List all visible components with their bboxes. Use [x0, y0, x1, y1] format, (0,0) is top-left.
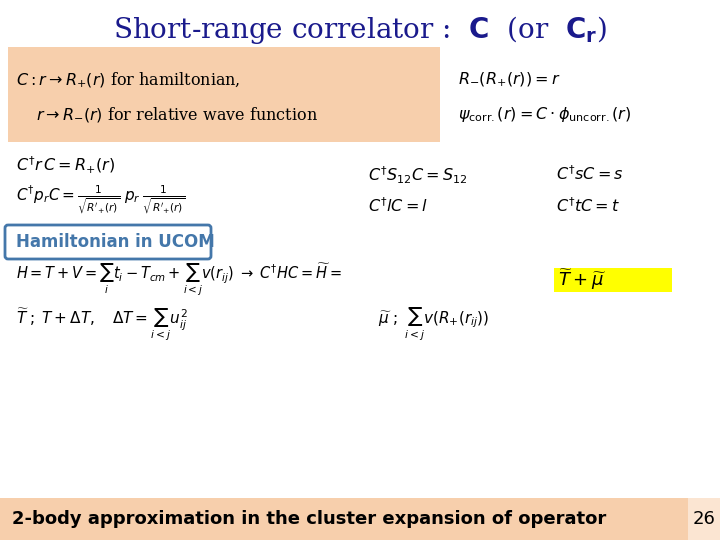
- Text: $\psi_{\rm corr.}(r) = C \cdot \phi_{\rm uncorr.}(r)$: $\psi_{\rm corr.}(r) = C \cdot \phi_{\rm…: [458, 105, 631, 125]
- Bar: [688, 498, 720, 540]
- Text: $C^{\dagger} p_r C = \frac{1}{\sqrt{R'_{+}(r)}} \; p_r \; \frac{1}{\sqrt{R'_{+}(: $C^{\dagger} p_r C = \frac{1}{\sqrt{R'_{…: [16, 184, 186, 216]
- Bar: [0, 498, 688, 540]
- Text: $C^{\dagger} t C = t$: $C^{\dagger} t C = t$: [556, 198, 620, 217]
- FancyBboxPatch shape: [5, 225, 211, 259]
- Text: $\widetilde{T}$$\; ;\; T + \Delta T, \quad \Delta T = \sum_{i<j} u_{ij}^2$: $\widetilde{T}$$\; ;\; T + \Delta T, \qu…: [16, 307, 188, 343]
- Text: $\widetilde{T} + \widetilde{\mu}$: $\widetilde{T} + \widetilde{\mu}$: [558, 267, 606, 293]
- Text: $H = T + V = \sum_i t_i - T_{cm} + \sum_{i<j} v(r_{ij})$$\;\rightarrow\; C^{\dag: $H = T + V = \sum_i t_i - T_{cm} + \sum_…: [16, 262, 342, 298]
- Bar: [8, 47, 440, 142]
- Bar: [554, 268, 672, 292]
- Text: $R_{-}(R_{+}(r)) = r$: $R_{-}(R_{+}(r)) = r$: [458, 71, 560, 89]
- Text: $C : r \rightarrow R_{+}(r)$ for hamiltonian,: $C : r \rightarrow R_{+}(r)$ for hamilto…: [16, 70, 240, 90]
- Text: 26: 26: [693, 510, 716, 528]
- Text: $\widetilde{\mu}$$\; ;\; \sum_{i<j} v(R_{+}(r_{ij}))$: $\widetilde{\mu}$$\; ;\; \sum_{i<j} v(R_…: [378, 307, 490, 343]
- Text: $C^{\dagger} s C = s$: $C^{\dagger} s C = s$: [556, 166, 624, 184]
- Text: $C^{\dagger} l C = l$: $C^{\dagger} l C = l$: [368, 198, 428, 217]
- Text: 2-body approximation in the cluster expansion of operator: 2-body approximation in the cluster expa…: [12, 510, 606, 528]
- Text: Hamiltonian in UCOM: Hamiltonian in UCOM: [16, 233, 215, 251]
- Text: $C^{\dagger} r\, C = R_{+}(r)$: $C^{\dagger} r\, C = R_{+}(r)$: [16, 154, 115, 176]
- Text: Short-range correlator :  $\mathbf{C}$  (or  $\mathbf{C_r}$): Short-range correlator : $\mathbf{C}$ (o…: [113, 14, 607, 46]
- Text: $r \rightarrow R_{-}(r)$ for relative wave function: $r \rightarrow R_{-}(r)$ for relative wa…: [36, 105, 318, 125]
- Text: $C^{\dagger} S_{12} C = S_{12}$: $C^{\dagger} S_{12} C = S_{12}$: [368, 164, 467, 186]
